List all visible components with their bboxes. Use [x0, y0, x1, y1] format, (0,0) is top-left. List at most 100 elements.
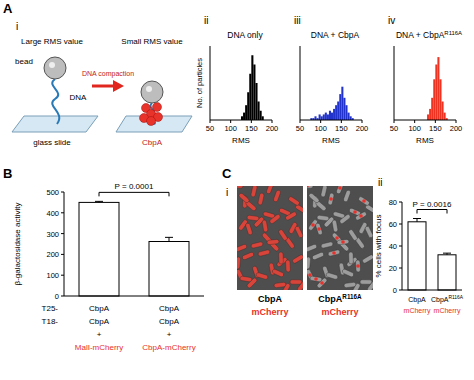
cell: [281, 283, 291, 290]
bead: [141, 81, 163, 103]
error-bar: [95, 201, 103, 202]
figure: ABCiLarge RMS valueSmall RMS valuebeadDN…: [0, 0, 474, 380]
histogram-bar: [241, 116, 243, 120]
micrograph-background: [307, 186, 373, 290]
cell: [288, 196, 300, 206]
bar: [438, 255, 456, 290]
subpanel-label: iii: [294, 15, 301, 26]
histogram-bar: [429, 109, 431, 120]
cell: [321, 241, 334, 248]
histogram-bar: [325, 113, 327, 120]
category-label: CbpA: [159, 304, 180, 313]
schematic-label: bead: [15, 57, 33, 66]
bar: [408, 222, 426, 290]
y-tick: [61, 296, 64, 297]
schematic-label: Large RMS value: [21, 37, 83, 46]
category-label: CbpA: [159, 317, 180, 326]
x-tick: [456, 120, 457, 123]
category-label: CbpAR116A: [431, 295, 464, 304]
cell: [240, 276, 253, 282]
x-tick-label: 150: [429, 124, 442, 133]
cell: [336, 186, 344, 194]
cell: [326, 272, 339, 280]
cell: [267, 239, 279, 245]
x-tick-label: 100: [224, 124, 237, 133]
bar: [79, 202, 119, 296]
histogram-bar: [255, 83, 257, 120]
cell: [355, 260, 360, 272]
cell: [312, 252, 325, 261]
subpanel-label: ii: [378, 177, 382, 188]
cell: [317, 215, 329, 221]
cell: [332, 220, 338, 233]
histogram-bar: [435, 65, 437, 121]
cell: [367, 280, 373, 290]
cell: [315, 223, 323, 236]
cell: [348, 229, 358, 241]
cell: [328, 193, 335, 206]
category-label: CbpA: [408, 296, 426, 304]
focus: [359, 214, 363, 218]
y-axis-label: % cells with focus: [374, 214, 383, 277]
y-tick: [61, 212, 64, 213]
cell: [337, 239, 349, 245]
cell: [258, 193, 265, 206]
cell: [292, 254, 303, 264]
cell: [279, 252, 284, 264]
cell: [342, 268, 355, 277]
cell: [307, 244, 317, 253]
x-tick: [251, 120, 252, 123]
glass-slide: [12, 116, 98, 132]
y-tick: [399, 246, 402, 247]
focus: [362, 199, 366, 203]
bead: [44, 57, 66, 79]
y-axis-label: β-galactosidase activity: [13, 203, 22, 286]
focus: [332, 251, 336, 255]
y-axis: [210, 46, 211, 120]
cell: [307, 186, 313, 188]
y-tick: [61, 233, 64, 234]
cell: [307, 257, 311, 269]
y-tick-label: 300: [46, 230, 59, 239]
cell: [290, 280, 302, 285]
subpanel-label: ii: [204, 15, 208, 26]
cbpa: [147, 117, 156, 126]
x-tick: [230, 120, 231, 123]
cell: [251, 186, 258, 197]
y-tick: [61, 192, 64, 193]
histogram-bar: [341, 87, 343, 120]
bars: [241, 55, 264, 120]
histogram-bar: [345, 105, 347, 120]
y-axis-label: No. of particles: [195, 58, 204, 108]
y-tick-label: 100: [46, 271, 59, 280]
y-tick: [399, 202, 402, 203]
arrow-head: [113, 80, 124, 92]
x-tick-label: 100: [314, 124, 327, 133]
cell: [272, 268, 285, 277]
histogram-bar: [348, 113, 350, 120]
histogram-bar: [260, 111, 262, 120]
cell: [285, 260, 290, 272]
histogram-bar: [337, 102, 339, 121]
cell: [316, 277, 328, 289]
chart-title: DNA only: [227, 30, 263, 40]
cell: [237, 186, 243, 188]
bars: [427, 57, 448, 120]
micrograph: [307, 186, 373, 290]
y-tick-label: 20: [389, 264, 397, 273]
x-tick: [435, 120, 436, 123]
focus: [311, 223, 315, 227]
histogram-bar: [444, 113, 446, 120]
focus: [317, 227, 321, 231]
x-tick: [394, 120, 395, 123]
cell: [258, 249, 271, 256]
histogram-bar: [258, 102, 260, 121]
cbpa: [153, 103, 162, 112]
micrograph-label: CbpAR116A: [318, 293, 362, 304]
histogram-bar: [331, 113, 333, 120]
histogram-bar: [319, 114, 321, 120]
arrow: [92, 85, 114, 88]
bars: [408, 219, 456, 291]
cell: [343, 190, 351, 203]
histogram-bar: [335, 105, 337, 120]
